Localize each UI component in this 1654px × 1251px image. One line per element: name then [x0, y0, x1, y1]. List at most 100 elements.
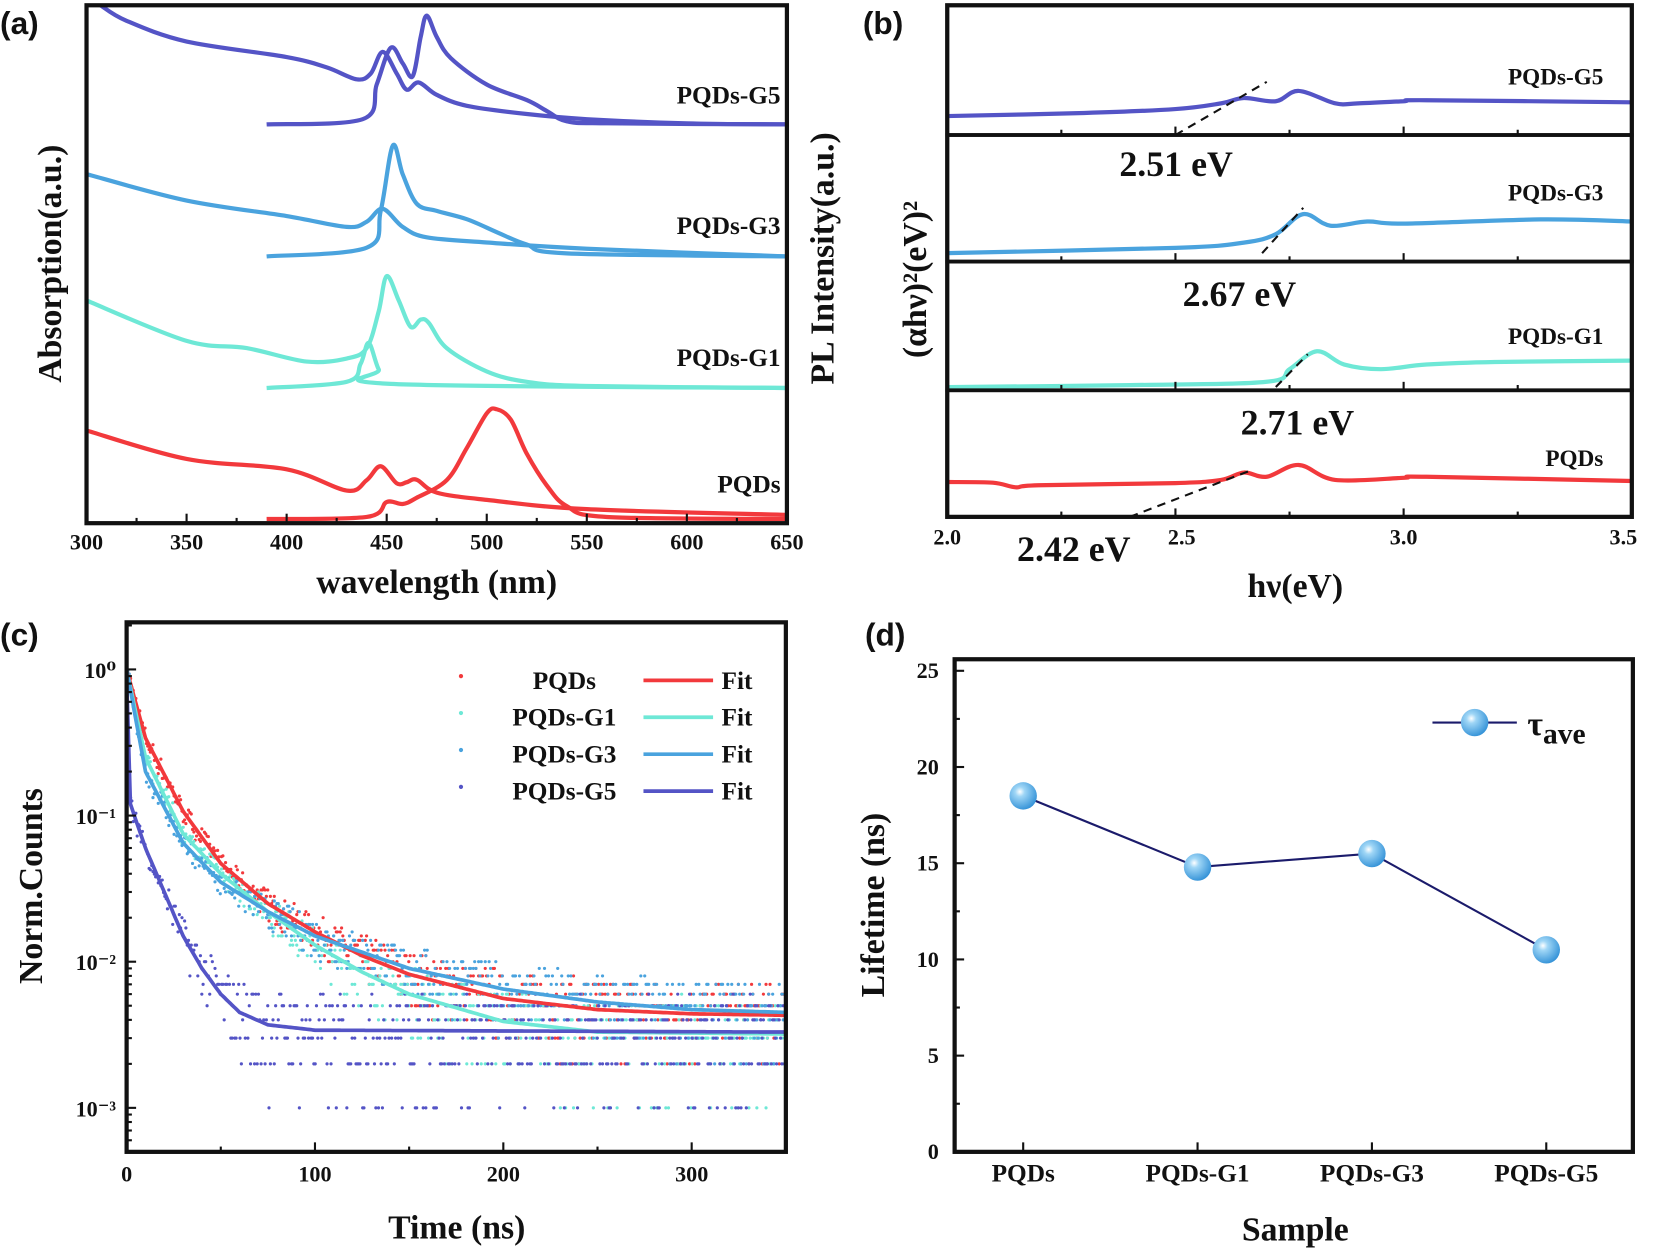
data-point-pqds-g3 [193, 866, 197, 870]
data-point-pqds-g3 [398, 954, 402, 958]
legend-marker [458, 784, 464, 789]
data-point-pqds-g3 [237, 904, 241, 908]
data-point-pqds [428, 1004, 432, 1008]
data-point-pqds-g3 [779, 1004, 783, 1008]
x-tick-label: 650 [770, 530, 803, 555]
data-point-pqds-g3 [633, 992, 638, 996]
band-gap-annotation: 2.71 eV [1241, 403, 1355, 443]
data-point-pqds-g3 [554, 982, 559, 986]
data-point-pqds-g5 [636, 1106, 640, 1110]
data-point-pqds-g5 [287, 1062, 291, 1066]
data-point-pqds [720, 1036, 725, 1040]
data-point-pqds-g3 [521, 1004, 526, 1008]
data-point-pqds-g5 [370, 992, 374, 996]
x-tick-label: 100 [298, 1161, 331, 1186]
data-point-pqds-g3 [392, 943, 396, 947]
data-point-pqds-g5 [532, 1004, 536, 1008]
data-point-pqds-g1 [295, 943, 299, 947]
data-point-pqds-g1 [624, 1018, 628, 1022]
data-point-pqds-g5 [655, 1036, 659, 1040]
data-point-pqds-g5 [587, 1018, 591, 1022]
data-point-pqds-g5 [353, 1036, 357, 1040]
data-point-pqds-g1 [357, 1004, 361, 1008]
data-point-pqds-g5 [455, 1018, 460, 1022]
data-point-pqds-g5 [318, 992, 323, 996]
data-point-pqds-g5 [639, 1018, 643, 1022]
data-point-pqds-g3 [384, 974, 388, 978]
data-point-pqds-g1 [268, 916, 272, 920]
data-point-pqds-g3 [694, 982, 698, 986]
data-point-pqds-g3 [461, 960, 465, 964]
data-point-pqds-g5 [711, 1036, 715, 1040]
data-point-pqds-g3 [379, 943, 383, 947]
data-point-pqds-g5 [398, 1004, 402, 1008]
data-point-pqds-g5 [672, 1062, 676, 1066]
data-point-pqds-g5 [372, 1062, 377, 1066]
data-point-pqds-g5 [167, 888, 171, 892]
y-tick-label: 15 [917, 851, 939, 876]
data-point-pqds-g3 [387, 948, 391, 952]
data-point-pqds-g1 [528, 1036, 532, 1040]
data-point-pqds-g3 [372, 966, 377, 970]
data-point-pqds-g5 [486, 1062, 490, 1066]
data-point-pqds-g3 [726, 982, 730, 986]
data-point-pqds-g5 [536, 1004, 540, 1008]
data-point-pqds [461, 966, 465, 970]
data-point-pqds-g1 [313, 960, 317, 964]
data-point-pqds [155, 765, 159, 770]
curve-pqds-g1-pl [266, 340, 787, 391]
data-point-pqds-g5 [749, 1062, 754, 1066]
data-point-pqds [263, 888, 267, 892]
y-axis-title-right: PL Intensity(a.u.) [804, 132, 841, 384]
data-point-pqds-g1 [664, 1106, 668, 1110]
curve-pqds-g1-absorption [86, 274, 787, 391]
data-point-pqds-g3 [651, 992, 655, 996]
data-point-pqds-g3 [506, 982, 510, 986]
data-point-pqds-g5 [752, 1018, 756, 1022]
data-point-pqds-g5 [369, 1004, 373, 1008]
data-point-pqds-g1 [171, 801, 175, 805]
data-point-pqds [602, 982, 606, 986]
data-point-pqds-g5 [263, 1062, 267, 1066]
data-point-pqds-g1 [469, 1004, 473, 1008]
data-point-pqds-g1 [399, 982, 403, 986]
data-point-pqds [492, 966, 497, 970]
data-point-pqds-g5 [461, 1036, 465, 1040]
legend-label: τave [1527, 706, 1585, 750]
data-point-pqds-g1 [350, 982, 354, 986]
legend-item-pqds: PQDs Fit [458, 667, 753, 695]
data-point-pqds-g1 [188, 834, 192, 838]
data-point-pqds-g5 [519, 1018, 523, 1022]
data-point-pqds-g5 [401, 1018, 406, 1022]
data-point-pqds-g1 [479, 1062, 483, 1066]
data-point-pqds-g1 [537, 1018, 541, 1022]
data-point-pqds-g3 [455, 966, 460, 970]
data-point-pqds-g3 [466, 974, 470, 978]
data-point-pqds-g1 [425, 974, 429, 978]
data-point-pqds-g3 [469, 966, 473, 970]
data-point-pqds-g3 [496, 1036, 501, 1040]
data-point-pqds-g5 [213, 966, 217, 970]
data-point-pqds-g5 [776, 1004, 780, 1008]
data-point-pqds-g5 [581, 1036, 585, 1040]
data-point-pqds-g1 [272, 926, 276, 930]
data-point-pqds-g1 [506, 992, 510, 996]
data-point-pqds-g3 [516, 1004, 520, 1008]
data-point-pqds-g5 [188, 974, 192, 978]
data-point-pqds-g3 [223, 890, 228, 894]
data-point-pqds-g3 [448, 966, 452, 970]
data-point-pqds-g5 [622, 1036, 626, 1040]
data-point-pqds-g3 [734, 992, 738, 996]
data-point-pqds-g1 [765, 1036, 769, 1040]
data-point-pqds-g1 [453, 1018, 457, 1022]
data-point-pqds-g3 [738, 992, 742, 996]
data-point-pqds-g3 [479, 960, 483, 964]
data-point-pqds-g3 [332, 934, 336, 938]
data-point-pqds-g5 [194, 943, 199, 947]
data-point-pqds-g5 [176, 930, 180, 934]
data-point-pqds-g3 [591, 1036, 595, 1040]
data-point-pqds-g3 [718, 992, 722, 996]
data-point-pqds-g5 [701, 1036, 705, 1040]
data-point-pqds-g1 [591, 1106, 595, 1110]
